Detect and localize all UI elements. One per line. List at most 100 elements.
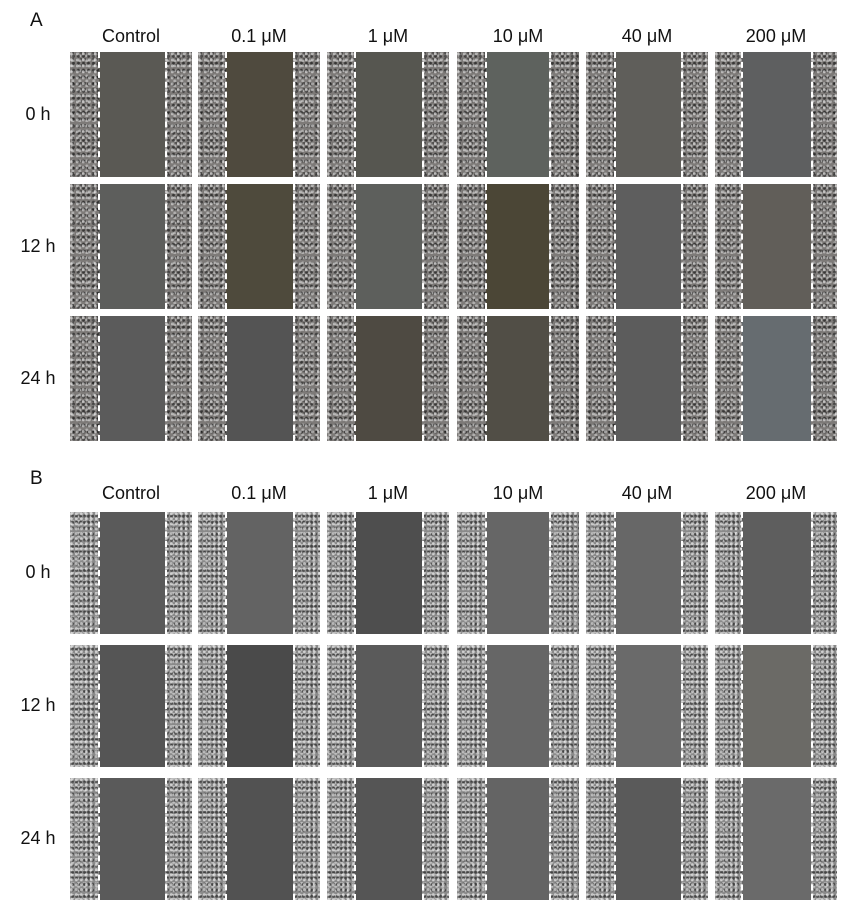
- wound-edge-left-line: [485, 778, 487, 900]
- cell-layer-right: [293, 184, 320, 309]
- wound-edge-right-line: [549, 778, 551, 900]
- micrograph-cell: [198, 512, 320, 634]
- cell-layer-right: [811, 316, 837, 441]
- cell-layer-left: [327, 316, 355, 441]
- wound-edge-right-line: [422, 184, 424, 309]
- scratch-gap: [355, 184, 422, 309]
- wound-edge-right-line: [165, 52, 167, 177]
- wound-edge-left-line: [614, 645, 616, 767]
- wound-edge-left-line: [741, 316, 743, 441]
- cell-layer-left: [70, 52, 99, 177]
- cell-layer-right: [165, 316, 192, 441]
- wound-edge-right-line: [549, 52, 551, 177]
- scratch-gap: [226, 316, 293, 441]
- cell-layer-right: [549, 184, 579, 309]
- micrograph-cell: [457, 316, 579, 441]
- cell-layer-right: [811, 512, 837, 634]
- column-label: 0.1 μM: [231, 483, 287, 503]
- scratch-gap: [226, 184, 293, 309]
- wound-edge-left-line: [614, 52, 616, 177]
- cell-layer-left: [327, 778, 355, 900]
- micrograph-cell: [198, 316, 320, 441]
- micrograph-cell: [327, 512, 449, 634]
- wound-edge-left-line: [98, 316, 100, 441]
- cell-layer-left: [586, 778, 615, 900]
- cell-layer-left: [586, 52, 615, 177]
- cell-layer-right: [293, 645, 320, 767]
- micrograph-cell: [70, 778, 192, 900]
- wound-edge-right-line: [549, 184, 551, 309]
- column-label: Control: [101, 483, 161, 503]
- scratch-gap: [615, 52, 681, 177]
- scratch-gap: [486, 645, 549, 767]
- micrograph-cell: [327, 316, 449, 441]
- cell-layer-left: [457, 645, 486, 767]
- cell-layer-left: [198, 184, 226, 309]
- scratch-gap: [742, 645, 811, 767]
- wound-edge-right-line: [165, 184, 167, 309]
- wound-edge-left-line: [741, 512, 743, 634]
- micrograph-cell: [715, 52, 837, 177]
- cell-layer-right: [681, 52, 708, 177]
- scratch-gap: [486, 316, 549, 441]
- panel-label: B: [30, 468, 43, 489]
- wound-edge-right-line: [811, 778, 813, 900]
- wound-edge-left-line: [225, 645, 227, 767]
- wound-edge-left-line: [225, 184, 227, 309]
- cell-layer-left: [198, 778, 226, 900]
- wound-edge-right-line: [422, 316, 424, 441]
- wound-edge-left-line: [485, 52, 487, 177]
- scratch-gap: [742, 512, 811, 634]
- cell-layer-right: [165, 778, 192, 900]
- wound-edge-left-line: [485, 316, 487, 441]
- micrograph-cell: [715, 778, 837, 900]
- wound-edge-right-line: [549, 316, 551, 441]
- wound-edge-right-line: [811, 512, 813, 634]
- wound-edge-right-line: [422, 645, 424, 767]
- row-label: 24 h: [20, 367, 56, 388]
- column-label: 1 μM: [367, 26, 409, 46]
- wound-edge-right-line: [549, 512, 551, 634]
- micrograph-cell: [198, 645, 320, 767]
- wound-edge-right-line: [681, 316, 683, 441]
- scratch-gap: [615, 645, 681, 767]
- wound-edge-right-line: [293, 512, 295, 634]
- row-label: 0 h: [25, 562, 51, 582]
- wound-edge-right-line: [293, 184, 295, 309]
- micrograph-cell: [715, 645, 837, 767]
- micrograph-cell: [586, 52, 708, 177]
- wound-edge-left-line: [225, 52, 227, 177]
- cell-layer-right: [293, 52, 320, 177]
- cell-layer-left: [715, 52, 742, 177]
- wound-edge-left-line: [354, 778, 356, 900]
- cell-layer-left: [70, 512, 99, 634]
- cell-layer-right: [681, 512, 708, 634]
- cell-layer-left: [715, 645, 742, 767]
- wound-edge-left-line: [98, 52, 100, 177]
- scratch-gap: [99, 52, 165, 177]
- micrograph-cell: [198, 184, 320, 309]
- column-label: 10 μM: [492, 483, 544, 503]
- micrograph-cell: [327, 778, 449, 900]
- micrograph-cell: [715, 316, 837, 441]
- micrograph-cell: [586, 316, 708, 441]
- column-label: 0.1 μM: [231, 26, 287, 46]
- micrograph-cell: [715, 512, 837, 634]
- panel-label: A: [30, 10, 43, 31]
- cell-layer-right: [422, 512, 449, 634]
- wound-edge-left-line: [741, 52, 743, 177]
- cell-layer-right: [549, 645, 579, 767]
- scratch-gap: [615, 184, 681, 309]
- micrograph-cell: [327, 645, 449, 767]
- micrograph-cell: [586, 184, 708, 309]
- column-label: Control: [101, 26, 161, 46]
- cell-layer-right: [422, 184, 449, 309]
- cell-layer-left: [327, 512, 355, 634]
- wound-edge-right-line: [681, 52, 683, 177]
- scratch-gap: [99, 645, 165, 767]
- cell-layer-right: [165, 645, 192, 767]
- cell-layer-right: [165, 52, 192, 177]
- scratch-gap: [99, 316, 165, 441]
- cell-layer-left: [457, 52, 486, 177]
- micrograph-cell: [70, 316, 192, 441]
